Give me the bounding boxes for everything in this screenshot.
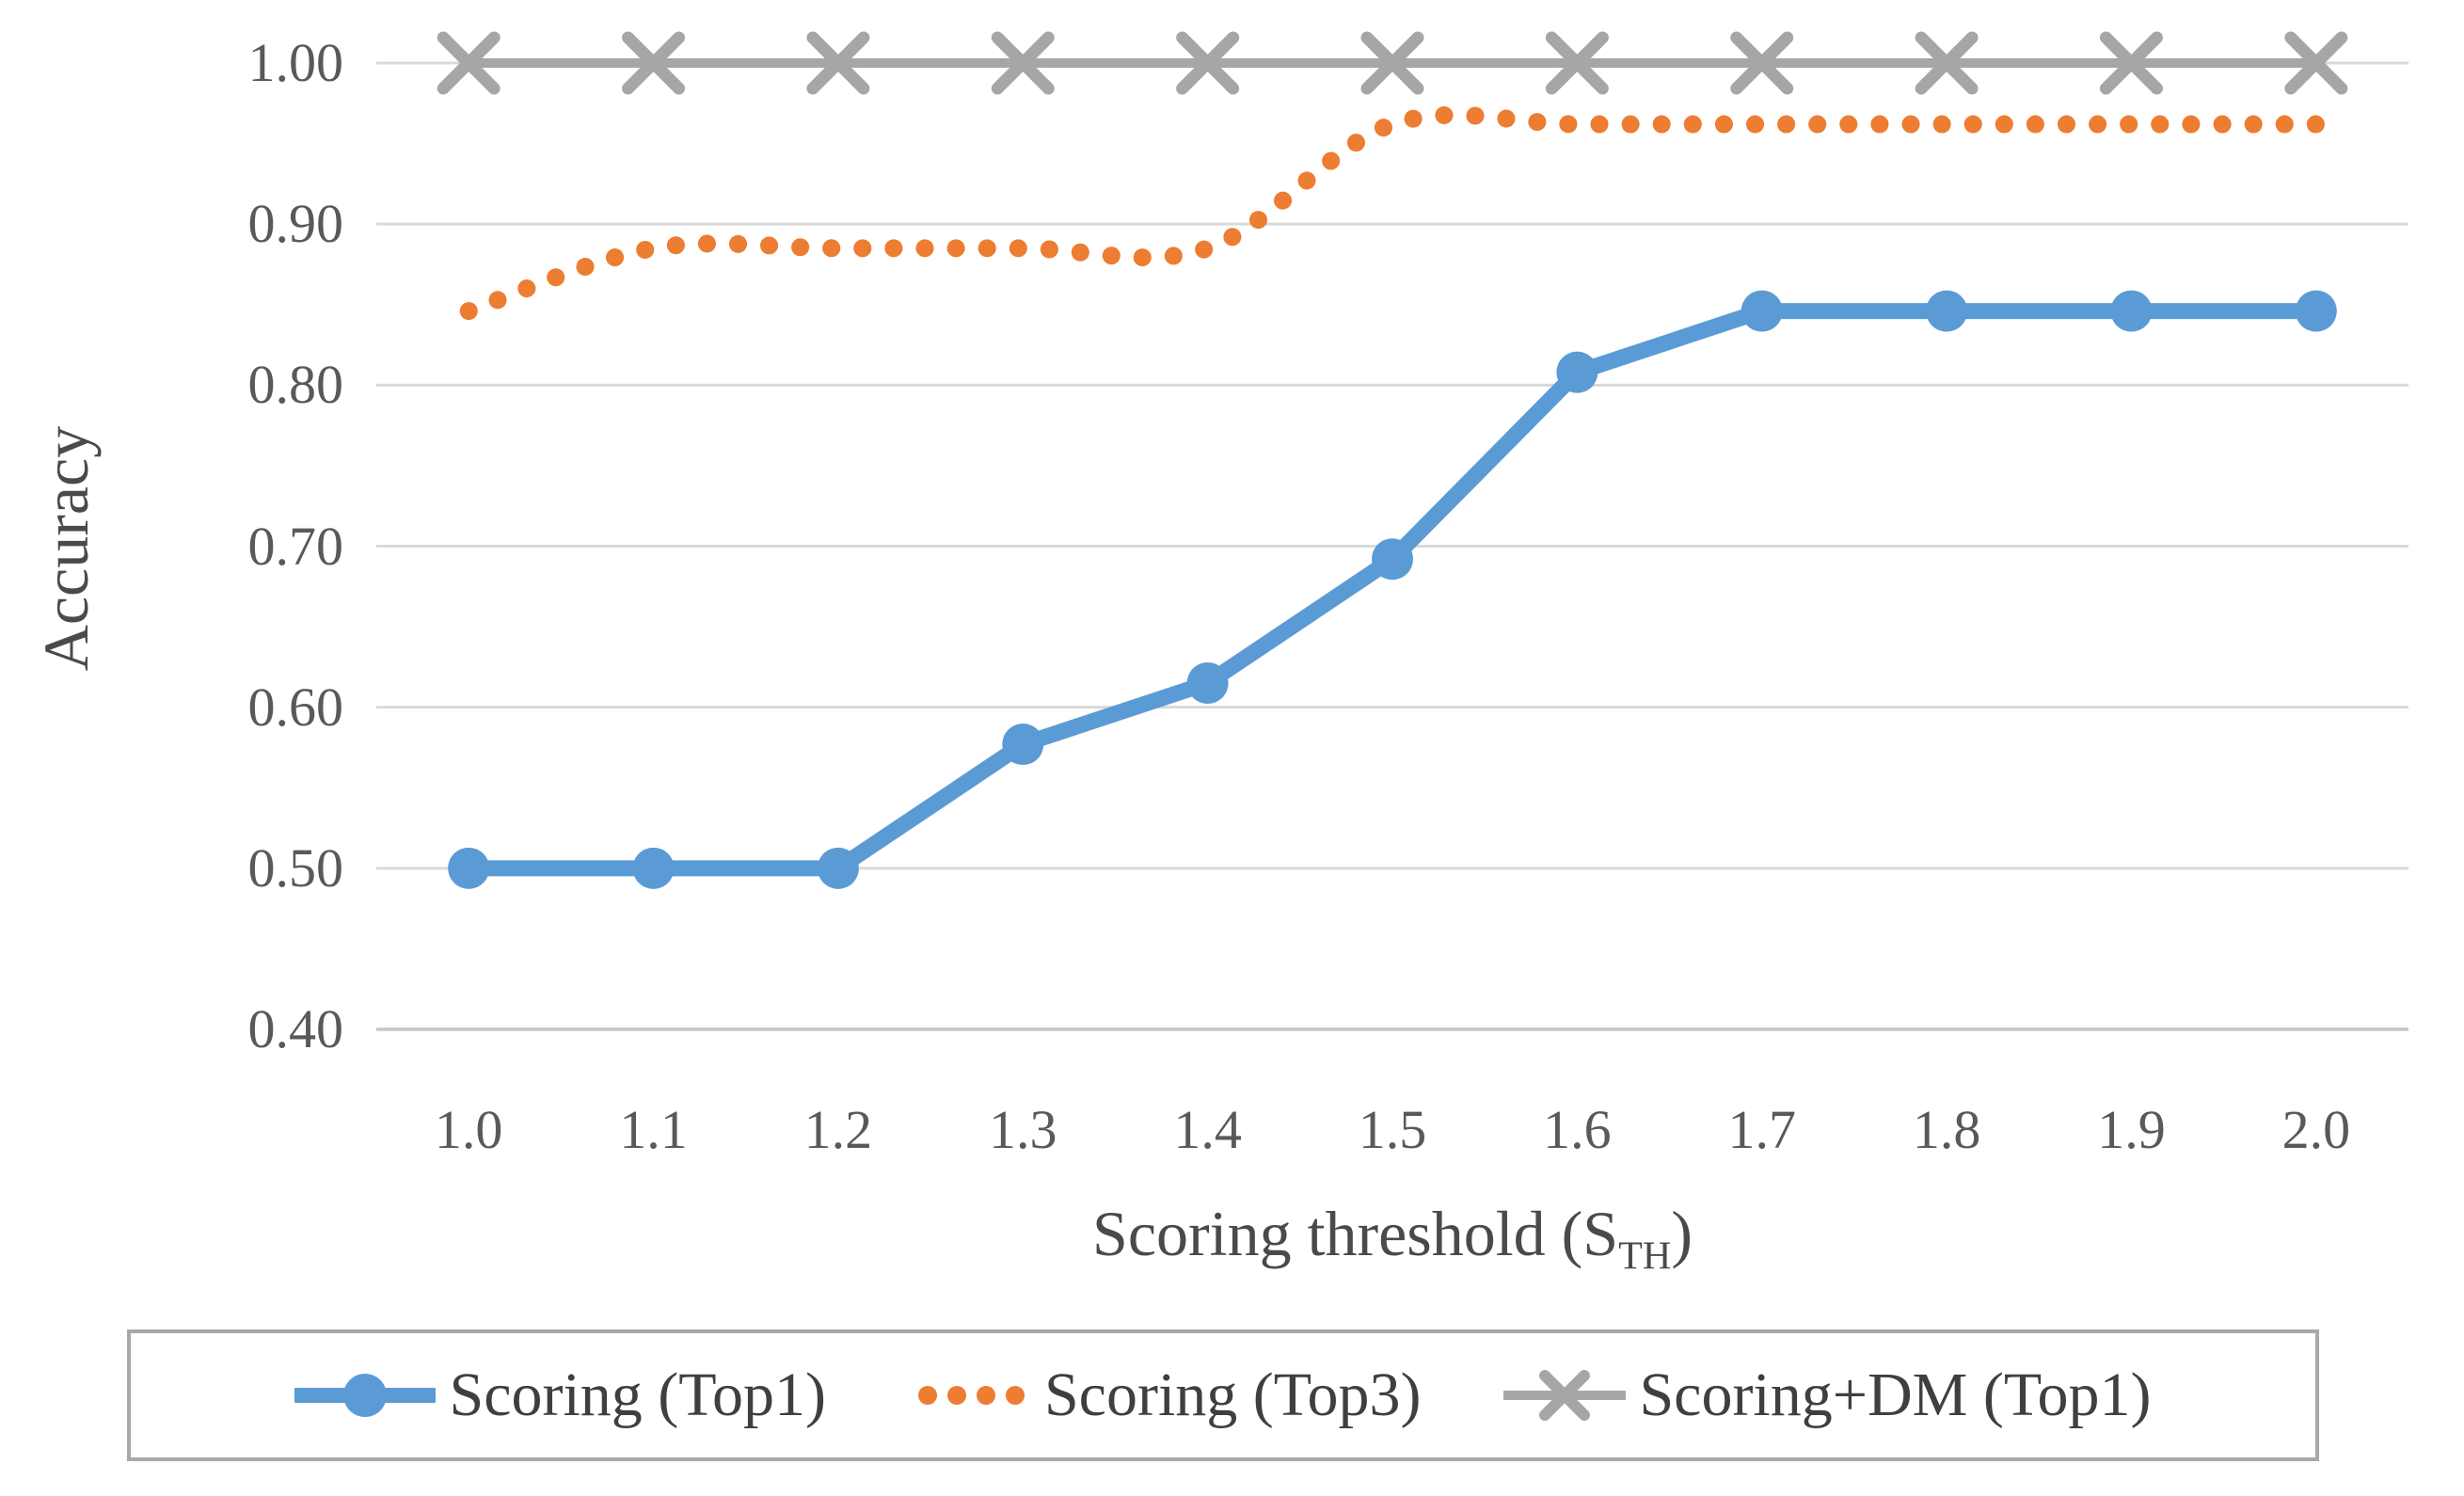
x-axis-title-suffix: ) <box>1671 1198 1693 1269</box>
x-tick-label: 1.0 <box>434 1099 503 1160</box>
legend-item-scoring-dm-top1: Scoring+DM (Top1) <box>1503 1360 2152 1431</box>
data-point-marker-scoring-dm-top1 <box>622 31 686 95</box>
data-point-marker-scoring-top1 <box>1926 290 1968 332</box>
data-point-marker-scoring-top1 <box>2110 290 2153 332</box>
y-tick-label: 0.60 <box>247 676 344 738</box>
data-point-marker-scoring-top1 <box>1002 724 1044 766</box>
x-axis-title: Scoring threshold (STH) <box>376 1197 2408 1276</box>
y-tick-label: 0.40 <box>247 998 344 1059</box>
x-axis-title-subscript: TH <box>1618 1233 1672 1279</box>
data-point-marker-scoring-dm-top1 <box>1915 31 1979 95</box>
series-line-scoring-top3 <box>459 105 2326 321</box>
legend-item-label: Scoring (Top1) <box>449 1361 826 1429</box>
data-point-marker-scoring-top1 <box>817 847 859 889</box>
x-axis-title-text: Scoring threshold (S <box>1092 1198 1619 1269</box>
y-tick-label: 0.50 <box>247 836 344 899</box>
legend-marker-scoring-dm-top1 <box>1503 1370 1627 1421</box>
x-tick-label: 1.3 <box>989 1099 1057 1160</box>
x-tick-label: 2.0 <box>2281 1099 2351 1160</box>
y-tick-label: 0.80 <box>247 354 344 416</box>
data-point-marker-scoring-top1 <box>632 847 675 889</box>
x-tick-label: 1.8 <box>1912 1099 1981 1160</box>
y-tick-label: 1.00 <box>247 32 344 93</box>
data-point-marker-scoring-dm-top1 <box>2284 31 2348 95</box>
data-point-marker-scoring-dm-top1 <box>1730 31 1794 95</box>
x-tick-label: 1.2 <box>803 1099 873 1160</box>
data-point-marker-scoring-top1 <box>1186 661 1229 704</box>
data-point-marker-scoring-top1 <box>1372 538 1413 581</box>
legend-item-label: Scoring+DM (Top1) <box>1639 1361 2152 1429</box>
y-axis-title: Accuracy <box>29 425 102 672</box>
x-tick-label: 1.9 <box>2097 1099 2166 1160</box>
x-tick-label: 1.5 <box>1358 1099 1427 1160</box>
x-tick-label: 1.4 <box>1173 1099 1242 1160</box>
data-point-marker-scoring-top1 <box>2295 290 2337 332</box>
series-line-scoring-top1 <box>460 303 2325 877</box>
data-point-marker-scoring-dm-top1 <box>991 31 1055 95</box>
legend-marker-scoring-top3 <box>917 1386 1025 1405</box>
legend-marker-scoring-top1 <box>294 1374 437 1417</box>
data-point-marker-scoring-top1 <box>1741 290 1783 332</box>
data-point-marker-scoring-top1 <box>448 847 490 889</box>
x-tick-label: 1.1 <box>619 1099 688 1160</box>
legend: Scoring (Top1) Scoring (Top3) Scoring+DM (… <box>127 1329 2319 1461</box>
data-point-marker-scoring-dm-top1 <box>437 31 501 95</box>
data-point-marker-scoring-top1 <box>1556 351 1598 393</box>
y-tick-label: 0.90 <box>247 193 344 255</box>
y-tick-label: 0.70 <box>247 515 344 577</box>
data-point-marker-scoring-dm-top1 <box>1545 31 1609 95</box>
data-point-marker-scoring-dm-top1 <box>2099 31 2163 95</box>
x-tick-label: 1.6 <box>1543 1099 1612 1160</box>
x-tick-label: 1.7 <box>1727 1099 1796 1160</box>
data-point-marker-scoring-dm-top1 <box>1360 31 1424 95</box>
legend-item-label: Scoring (Top3) <box>1043 1361 1422 1429</box>
legend-item-scoring-top3: Scoring (Top3) <box>909 1360 1421 1431</box>
data-point-marker-scoring-dm-top1 <box>806 31 870 95</box>
legend-item-scoring-top1: Scoring (Top1) <box>294 1360 826 1431</box>
data-point-marker-scoring-dm-top1 <box>1176 31 1240 95</box>
